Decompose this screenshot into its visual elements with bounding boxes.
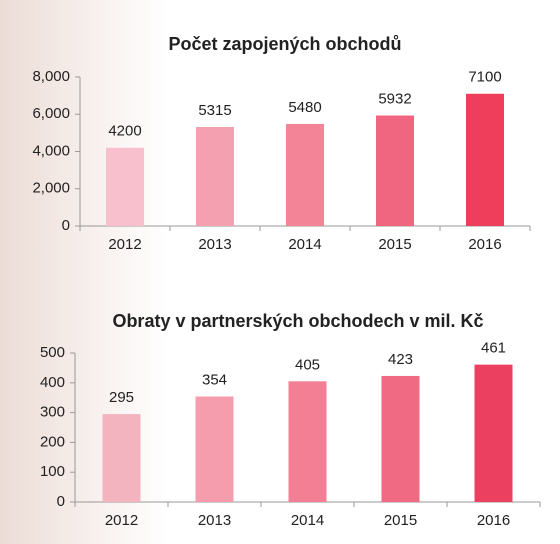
y-tick-label: 4,000 [32,142,70,159]
y-tick-label: 8,000 [32,68,70,85]
y-tick-label: 6,000 [32,105,70,122]
x-tick-label: 2014 [288,236,321,253]
y-tick-label: 100 [40,463,65,480]
x-tick-label: 2012 [108,236,141,253]
x-tick-label: 2016 [477,512,510,529]
data-label: 5480 [288,99,321,116]
data-label: 354 [202,371,227,388]
chart-title: Obraty v partnerských obchodech v mil. K… [112,311,483,331]
y-tick-label: 2,000 [32,180,70,197]
y-tick-label: 0 [62,217,70,234]
x-tick-label: 2012 [105,512,138,529]
bar [195,396,234,502]
bar [376,115,414,226]
data-label: 461 [481,340,506,357]
data-label: 405 [295,356,320,373]
data-label: 5932 [378,90,411,107]
x-tick-label: 2013 [198,236,231,253]
y-tick-label: 500 [40,344,65,361]
y-tick-label: 200 [40,433,65,450]
data-label: 7100 [468,69,501,86]
bar [288,381,327,502]
data-label: 4200 [108,123,141,140]
bar [102,414,141,502]
data-label: 295 [109,389,134,406]
x-tick-label: 2014 [291,512,324,529]
bar [196,127,234,226]
y-tick-label: 300 [40,404,65,421]
x-tick-label: 2015 [384,512,417,529]
data-label: 5315 [198,102,231,119]
y-tick-label: 0 [57,493,65,510]
bar [106,147,144,226]
x-tick-label: 2016 [468,236,501,253]
x-tick-label: 2013 [198,512,231,529]
chart-title: Počet zapojených obchodů [168,34,401,54]
data-label: 423 [388,351,413,368]
bar [381,375,420,502]
bar [286,123,324,226]
bar [474,364,513,502]
y-tick-label: 400 [40,374,65,391]
x-tick-label: 2015 [378,236,411,253]
bar [466,93,504,226]
